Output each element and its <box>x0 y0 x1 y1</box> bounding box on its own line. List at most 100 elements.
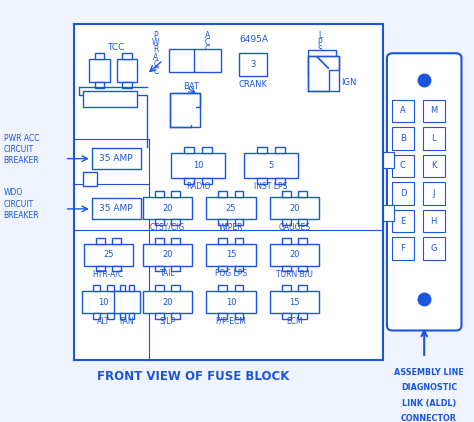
Text: 20: 20 <box>163 298 173 307</box>
Bar <box>235 285 244 291</box>
Text: E: E <box>400 216 406 226</box>
Text: R: R <box>153 45 159 54</box>
Bar <box>422 238 445 260</box>
Text: C: C <box>205 38 210 47</box>
Text: 20: 20 <box>289 203 300 213</box>
Bar <box>74 24 383 360</box>
Text: 35 AMP: 35 AMP <box>100 154 133 163</box>
Bar <box>392 238 414 260</box>
Bar <box>120 313 125 319</box>
Bar <box>244 153 298 178</box>
Text: WIPER: WIPER <box>219 222 243 232</box>
Text: 20: 20 <box>163 203 173 213</box>
Bar <box>184 178 194 184</box>
Text: GAUGES: GAUGES <box>278 222 310 232</box>
Bar <box>82 291 125 313</box>
Bar <box>422 100 445 122</box>
Bar <box>122 81 132 88</box>
Bar <box>270 291 319 313</box>
Bar <box>282 313 291 319</box>
Bar <box>83 243 133 266</box>
Bar <box>219 219 227 225</box>
Bar <box>169 49 195 71</box>
Text: 3: 3 <box>251 60 256 69</box>
Bar <box>422 127 445 149</box>
Bar <box>422 155 445 177</box>
Text: W: W <box>152 38 160 47</box>
Bar <box>155 219 164 225</box>
Text: ASSEMBLY LINE: ASSEMBLY LINE <box>394 368 464 377</box>
Bar <box>117 59 137 81</box>
Text: M: M <box>430 106 438 115</box>
Text: 10: 10 <box>226 298 236 307</box>
Bar <box>93 285 100 291</box>
Bar <box>235 219 244 225</box>
Bar <box>235 191 244 197</box>
Bar <box>175 101 196 125</box>
Bar <box>107 285 114 291</box>
Bar <box>112 238 121 243</box>
Bar <box>282 219 291 225</box>
Text: L: L <box>431 134 436 143</box>
Text: 6495A: 6495A <box>239 35 268 44</box>
Text: DIAGNOSTIC: DIAGNOSTIC <box>401 383 457 392</box>
Text: P: P <box>318 38 322 47</box>
Text: PWR ACC
CIRCUIT
BREAKER: PWR ACC CIRCUIT BREAKER <box>4 134 39 165</box>
Text: A: A <box>205 31 210 41</box>
Bar <box>298 266 307 271</box>
Bar <box>129 313 134 319</box>
Bar <box>172 191 180 197</box>
Bar <box>270 243 319 266</box>
Text: C: C <box>154 67 159 76</box>
Bar <box>206 197 255 219</box>
Bar <box>83 92 137 107</box>
Text: CONNECTOR: CONNECTOR <box>401 414 457 422</box>
Bar <box>155 238 164 243</box>
Bar <box>298 191 307 197</box>
Text: F: F <box>401 244 405 253</box>
Text: RADIO: RADIO <box>186 182 210 191</box>
Text: 15: 15 <box>226 250 236 259</box>
Text: WDO
CIRCUIT
BREAKER: WDO CIRCUIT BREAKER <box>4 189 39 219</box>
Bar <box>91 198 141 219</box>
Text: P: P <box>154 31 158 41</box>
Text: TURN B/U: TURN B/U <box>276 269 313 278</box>
Text: FOG LPS: FOG LPS <box>215 269 247 278</box>
Bar <box>219 285 227 291</box>
Bar <box>143 291 192 313</box>
FancyBboxPatch shape <box>387 53 462 330</box>
Text: 20: 20 <box>163 250 173 259</box>
Bar <box>422 210 445 232</box>
Bar <box>194 49 220 71</box>
Bar <box>235 313 244 319</box>
Bar <box>172 219 180 225</box>
Bar <box>392 210 414 232</box>
Bar <box>90 59 110 81</box>
Text: K: K <box>431 162 437 170</box>
Bar <box>96 238 104 243</box>
Text: BAT: BAT <box>183 82 199 91</box>
Bar <box>171 153 225 178</box>
Bar <box>74 24 383 360</box>
Bar <box>83 172 98 186</box>
Bar <box>206 243 255 266</box>
Bar <box>298 238 307 243</box>
Bar <box>202 147 212 153</box>
Text: 10: 10 <box>98 298 109 307</box>
Bar <box>383 205 393 222</box>
Bar <box>155 266 164 271</box>
Text: C: C <box>205 45 210 54</box>
Bar <box>257 147 267 153</box>
Bar <box>202 178 212 184</box>
Bar <box>308 50 337 74</box>
Bar <box>172 266 180 271</box>
Bar <box>235 238 244 243</box>
Text: FRONT VIEW OF FUSE BLOCK: FRONT VIEW OF FUSE BLOCK <box>97 370 290 383</box>
Bar <box>206 291 255 313</box>
Text: S: S <box>318 45 322 54</box>
Bar <box>282 238 291 243</box>
Bar <box>143 197 192 219</box>
Text: IGN: IGN <box>341 78 356 87</box>
Text: C: C <box>400 162 406 170</box>
Bar <box>170 92 201 127</box>
